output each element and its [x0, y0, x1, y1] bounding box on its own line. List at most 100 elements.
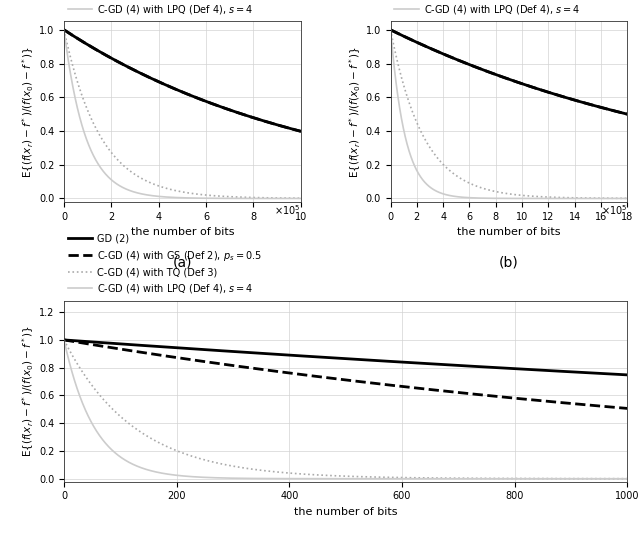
C-GD (4) with GS (Def 2), $p_s = 0.5$	[267, 120, 275, 126]
C-GD (4) with GS (Def 2), $p_s = 0.5$	[623, 111, 631, 117]
GD (2)	[87, 43, 95, 50]
C-GD (4) with GS (Def 2), $p_s = 0.5$	[60, 27, 68, 33]
GD (2)	[623, 372, 631, 378]
C-GD (4) with TQ (Def 3)	[60, 337, 68, 343]
C-GD (4) with LPQ (Def 4), $s = 4$	[267, 195, 275, 202]
C-GD (4) with TQ (Def 3)	[413, 121, 421, 127]
C-GD (4) with TQ (Def 3)	[488, 187, 495, 194]
C-GD (4) with TQ (Def 3)	[477, 185, 485, 191]
C-GD (4) with GS (Def 2), $p_s = 0.5$	[428, 45, 435, 52]
C-GD (4) with TQ (Def 3)	[428, 147, 435, 154]
Line: GD (2): GD (2)	[390, 30, 627, 114]
GD (2)	[413, 40, 421, 46]
C-GD (4) with LPQ (Def 4), $s = 4$	[428, 185, 435, 192]
C-GD (4) with LPQ (Def 4), $s = 4$	[619, 195, 627, 202]
C-GD (4) with LPQ (Def 4), $s = 4$	[623, 476, 631, 482]
Legend: GD (2), C-GD (4) with GS (Def 2), $p_s = 0.5$, C-GD (4) with TQ (Def 3), C-GD (4: GD (2), C-GD (4) with GS (Def 2), $p_s =…	[64, 0, 266, 20]
C-GD (4) with GS (Def 2), $p_s = 0.5$	[161, 81, 169, 88]
C-GD (4) with LPQ (Def 4), $s = 4$	[413, 169, 421, 175]
C-GD (4) with LPQ (Def 4), $s = 4$	[276, 476, 284, 482]
C-GD (4) with LPQ (Def 4), $s = 4$	[623, 195, 631, 202]
GD (2)	[488, 70, 495, 76]
Text: (a): (a)	[173, 256, 192, 270]
C-GD (4) with TQ (Def 3)	[623, 476, 631, 482]
Legend: GD (2), C-GD (4) with GS (Def 2), $p_s = 0.5$, C-GD (4) with TQ (Def 3), C-GD (4: GD (2), C-GD (4) with GS (Def 2), $p_s =…	[390, 0, 592, 20]
C-GD (4) with LPQ (Def 4), $s = 4$	[161, 194, 169, 200]
C-GD (4) with GS (Def 2), $p_s = 0.5$	[276, 369, 284, 375]
GD (2)	[60, 27, 68, 33]
C-GD (4) with LPQ (Def 4), $s = 4$	[124, 458, 132, 465]
GD (2)	[151, 77, 159, 83]
C-GD (4) with GS (Def 2), $p_s = 0.5$	[552, 399, 559, 405]
C-GD (4) with GS (Def 2), $p_s = 0.5$	[387, 27, 394, 33]
GD (2)	[158, 343, 166, 350]
C-GD (4) with LPQ (Def 4), $s = 4$	[612, 476, 620, 482]
C-GD (4) with GS (Def 2), $p_s = 0.5$	[413, 40, 421, 46]
GD (2)	[552, 368, 559, 374]
GD (2)	[477, 66, 485, 72]
C-GD (4) with TQ (Def 3)	[623, 195, 631, 202]
GD (2)	[428, 45, 435, 52]
C-GD (4) with LPQ (Def 4), $s = 4$	[292, 195, 300, 202]
C-GD (4) with LPQ (Def 4), $s = 4$	[87, 147, 95, 154]
Line: C-GD (4) with TQ (Def 3): C-GD (4) with TQ (Def 3)	[64, 30, 301, 198]
Line: C-GD (4) with LPQ (Def 4), $s = 4$: C-GD (4) with LPQ (Def 4), $s = 4$	[64, 340, 627, 479]
C-GD (4) with TQ (Def 3)	[161, 185, 169, 191]
C-GD (4) with LPQ (Def 4), $s = 4$	[60, 337, 68, 343]
Line: GD (2): GD (2)	[64, 340, 627, 375]
C-GD (4) with GS (Def 2), $p_s = 0.5$	[124, 347, 132, 354]
C-GD (4) with GS (Def 2), $p_s = 0.5$	[151, 77, 159, 83]
GD (2)	[612, 371, 620, 378]
C-GD (4) with LPQ (Def 4), $s = 4$	[301, 476, 308, 482]
C-GD (4) with TQ (Def 3)	[297, 195, 305, 201]
GD (2)	[297, 128, 305, 134]
Y-axis label: E$\{(f(x_r) - f^*) / (f(x_0) - f^*)\}$: E$\{(f(x_r) - f^*) / (f(x_0) - f^*)\}$	[347, 45, 363, 178]
Line: C-GD (4) with GS (Def 2), $p_s = 0.5$: C-GD (4) with GS (Def 2), $p_s = 0.5$	[64, 340, 627, 408]
C-GD (4) with LPQ (Def 4), $s = 4$	[297, 195, 305, 202]
C-GD (4) with TQ (Def 3)	[158, 441, 166, 447]
GD (2)	[593, 103, 601, 110]
Text: $\times10^5$: $\times10^5$	[274, 204, 301, 217]
C-GD (4) with GS (Def 2), $p_s = 0.5$	[301, 372, 308, 378]
GD (2)	[267, 120, 275, 126]
C-GD (4) with GS (Def 2), $p_s = 0.5$	[297, 128, 305, 134]
C-GD (4) with LPQ (Def 4), $s = 4$	[552, 476, 559, 482]
C-GD (4) with GS (Def 2), $p_s = 0.5$	[623, 405, 631, 411]
C-GD (4) with TQ (Def 3)	[101, 141, 109, 147]
X-axis label: the number of bits: the number of bits	[294, 507, 397, 517]
GD (2)	[60, 337, 68, 343]
Line: C-GD (4) with TQ (Def 3): C-GD (4) with TQ (Def 3)	[390, 30, 627, 198]
Text: (b): (b)	[499, 256, 519, 270]
GD (2)	[301, 353, 308, 360]
X-axis label: the number of bits: the number of bits	[131, 227, 234, 237]
C-GD (4) with TQ (Def 3)	[87, 115, 95, 121]
X-axis label: the number of bits: the number of bits	[457, 227, 561, 237]
GD (2)	[623, 111, 631, 117]
C-GD (4) with TQ (Def 3)	[593, 195, 601, 201]
Legend: GD (2), C-GD (4) with GS (Def 2), $p_s = 0.5$, C-GD (4) with TQ (Def 3), C-GD (4: GD (2), C-GD (4) with GS (Def 2), $p_s =…	[64, 230, 266, 299]
GD (2)	[387, 27, 394, 33]
C-GD (4) with TQ (Def 3)	[612, 476, 620, 482]
C-GD (4) with LPQ (Def 4), $s = 4$	[101, 170, 109, 177]
Line: GD (2): GD (2)	[64, 30, 301, 131]
C-GD (4) with TQ (Def 3)	[276, 469, 284, 476]
GD (2)	[124, 341, 132, 348]
Line: C-GD (4) with TQ (Def 3): C-GD (4) with TQ (Def 3)	[64, 340, 627, 479]
C-GD (4) with GS (Def 2), $p_s = 0.5$	[158, 352, 166, 358]
C-GD (4) with GS (Def 2), $p_s = 0.5$	[477, 66, 485, 72]
Y-axis label: E$\{(f(x_r) - f^*) / (f(x_0) - f^*)\}$: E$\{(f(x_r) - f^*) / (f(x_0) - f^*)\}$	[20, 325, 36, 457]
C-GD (4) with GS (Def 2), $p_s = 0.5$	[593, 103, 601, 110]
C-GD (4) with LPQ (Def 4), $s = 4$	[387, 27, 394, 33]
Y-axis label: E$\{(f(x_r) - f^*) / (f(x_0) - f^*)\}$: E$\{(f(x_r) - f^*) / (f(x_0) - f^*)\}$	[20, 45, 36, 178]
C-GD (4) with TQ (Def 3)	[619, 195, 627, 202]
C-GD (4) with GS (Def 2), $p_s = 0.5$	[488, 70, 495, 76]
C-GD (4) with TQ (Def 3)	[267, 195, 275, 201]
C-GD (4) with TQ (Def 3)	[60, 27, 68, 33]
C-GD (4) with GS (Def 2), $p_s = 0.5$	[60, 337, 68, 343]
C-GD (4) with GS (Def 2), $p_s = 0.5$	[619, 110, 627, 116]
GD (2)	[619, 110, 627, 116]
C-GD (4) with LPQ (Def 4), $s = 4$	[477, 195, 485, 201]
Line: C-GD (4) with GS (Def 2), $p_s = 0.5$: C-GD (4) with GS (Def 2), $p_s = 0.5$	[64, 30, 301, 131]
C-GD (4) with TQ (Def 3)	[301, 471, 308, 477]
C-GD (4) with LPQ (Def 4), $s = 4$	[158, 470, 166, 476]
